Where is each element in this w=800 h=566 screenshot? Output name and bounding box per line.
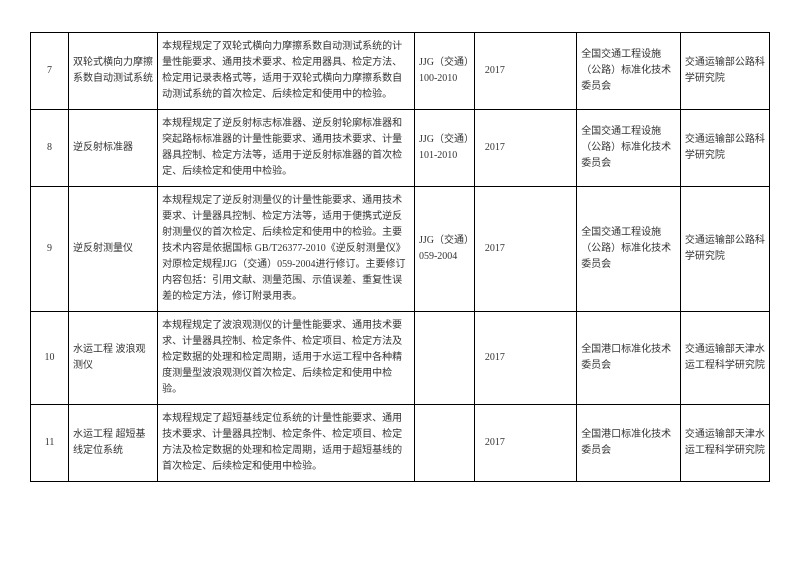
item-year: 2017 [474,405,576,482]
item-org: 全国交通工程设施（公路）标准化技术委员会 [577,110,681,187]
item-description: 本规程规定了超短基线定位系统的计量性能要求、通用技术要求、计量器具控制、检定条件… [158,405,415,482]
item-org: 全国港口标准化技术委员会 [577,405,681,482]
item-description: 本规程规定了逆反射测量仪的计量性能要求、通用技术要求、计量器具控制、检定方法等，… [158,187,415,312]
table-row: 10水运工程 波浪观测仪本规程规定了波浪观测仪的计量性能要求、通用技术要求、计量… [31,312,770,405]
item-inst: 交通运输部公路科学研究院 [680,33,769,110]
row-number: 9 [31,187,69,312]
item-name: 水运工程 超短基线定位系统 [69,405,158,482]
table-row: 9逆反射测量仪本规程规定了逆反射测量仪的计量性能要求、通用技术要求、计量器具控制… [31,187,770,312]
item-name: 逆反射测量仪 [69,187,158,312]
item-code [414,312,474,405]
item-inst: 交通运输部公路科学研究院 [680,110,769,187]
item-inst: 交通运输部公路科学研究院 [680,187,769,312]
item-code: JJG（交通）101-2010 [414,110,474,187]
item-year: 2017 [474,33,576,110]
row-number: 7 [31,33,69,110]
row-number: 8 [31,110,69,187]
row-number: 11 [31,405,69,482]
standards-table: 7双轮式横向力摩擦系数自动测试系统本规程规定了双轮式横向力摩擦系数自动测试系统的… [30,32,770,482]
item-year: 2017 [474,312,576,405]
item-code: JJG（交通）059-2004 [414,187,474,312]
item-year: 2017 [474,187,576,312]
item-org: 全国交通工程设施（公路）标准化技术委员会 [577,187,681,312]
item-description: 本规程规定了波浪观测仪的计量性能要求、通用技术要求、计量器具控制、检定条件、检定… [158,312,415,405]
item-inst: 交通运输部天津水运工程科学研究院 [680,405,769,482]
item-description: 本规程规定了双轮式横向力摩擦系数自动测试系统的计量性能要求、通用技术要求、检定用… [158,33,415,110]
table-row: 8逆反射标准器本规程规定了逆反射标志标准器、逆反射轮廓标准器和突起路标标准器的计… [31,110,770,187]
table-row: 11水运工程 超短基线定位系统本规程规定了超短基线定位系统的计量性能要求、通用技… [31,405,770,482]
item-name: 逆反射标准器 [69,110,158,187]
table-row: 7双轮式横向力摩擦系数自动测试系统本规程规定了双轮式横向力摩擦系数自动测试系统的… [31,33,770,110]
item-code: JJG（交通）100-2010 [414,33,474,110]
item-org: 全国交通工程设施（公路）标准化技术委员会 [577,33,681,110]
item-code [414,405,474,482]
item-year: 2017 [474,110,576,187]
item-name: 双轮式横向力摩擦系数自动测试系统 [69,33,158,110]
item-inst: 交通运输部天津水运工程科学研究院 [680,312,769,405]
item-name: 水运工程 波浪观测仪 [69,312,158,405]
item-description: 本规程规定了逆反射标志标准器、逆反射轮廓标准器和突起路标标准器的计量性能要求、通… [158,110,415,187]
row-number: 10 [31,312,69,405]
item-org: 全国港口标准化技术委员会 [577,312,681,405]
